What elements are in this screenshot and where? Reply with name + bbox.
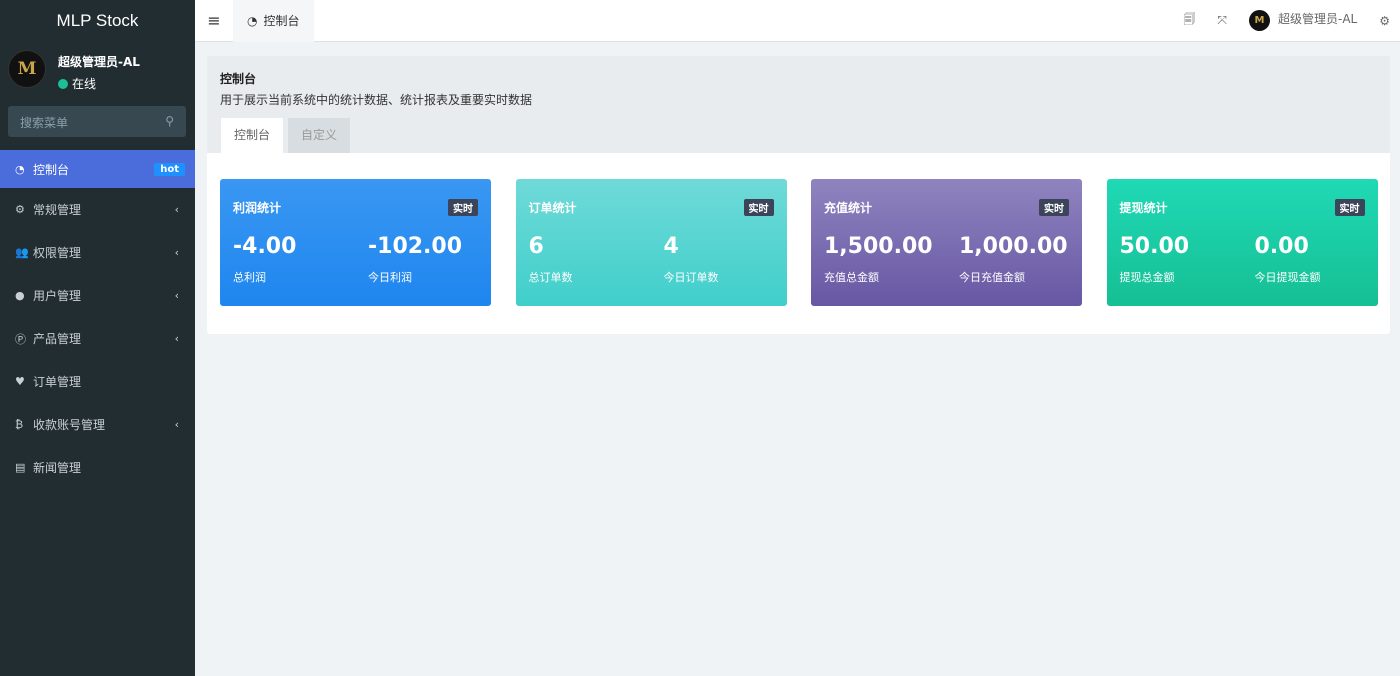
total-label: 总订单数 bbox=[528, 271, 573, 284]
total-value: 6 bbox=[528, 234, 544, 259]
menu-toggle-icon[interactable]: ≡ bbox=[207, 11, 221, 30]
search-icon[interactable]: ⚲ bbox=[165, 114, 174, 128]
bitcoin-icon: ₿ bbox=[15, 418, 24, 431]
realtime-badge: 实时 bbox=[448, 199, 478, 216]
today-value: 0.00 bbox=[1254, 234, 1309, 259]
brand-logo[interactable]: MLP Stock bbox=[56, 11, 139, 30]
sidebar-item-news[interactable]: ▤ 新闻管理 bbox=[0, 446, 195, 489]
chevron-left-icon: ‹ bbox=[174, 418, 179, 431]
total-label: 提现总金额 bbox=[1119, 271, 1175, 284]
sidebar-item-label: 新闻管理 bbox=[33, 461, 82, 475]
user-name: 超级管理员-AL bbox=[58, 55, 140, 69]
sidebar-item-orders[interactable]: ♥ 订单管理 bbox=[0, 360, 195, 403]
topbar: ≡ ◔ 控制台 🗐 ⤧ M 超级管理员-AL ⚙ bbox=[195, 0, 1400, 42]
sidebar-item-dashboard[interactable]: ◔ 控制台 hot bbox=[0, 150, 195, 188]
today-label: 今日充值金额 bbox=[959, 271, 1025, 284]
search-placeholder: 搜索菜单 bbox=[20, 116, 69, 130]
sidebar-item-general[interactable]: ⚙ 常规管理 ‹ bbox=[0, 188, 195, 231]
card-title: 提现统计 bbox=[1119, 201, 1168, 215]
tab-dashboard[interactable]: 控制台 bbox=[221, 118, 284, 153]
dashboard-panel: 控制台 用于展示当前系统中的统计数据、统计报表及重要实时数据 控制台 自定义 利… bbox=[207, 56, 1390, 334]
realtime-badge: 实时 bbox=[1334, 199, 1365, 216]
today-value: -102.00 bbox=[368, 234, 463, 259]
menu-search-input[interactable]: 搜索菜单 ⚲ bbox=[8, 106, 186, 137]
withdraw-stat-card: 提现统计 实时 50.00 提现总金额 0.00 今日提现金额 bbox=[1106, 179, 1378, 306]
card-title: 订单统计 bbox=[528, 201, 577, 215]
sidebar: MLP Stock M 超级管理员-AL 在线 搜索菜单 ⚲ ◔ 控制台 hot ⚙ 常… bbox=[0, 0, 195, 676]
realtime-badge: 实时 bbox=[743, 199, 774, 216]
hot-badge: hot bbox=[154, 162, 185, 176]
today-value: 4 bbox=[663, 234, 679, 259]
user-circle-icon: ● bbox=[15, 289, 25, 302]
sidebar-item-label: 用户管理 bbox=[33, 289, 82, 303]
sidebar-menu: ◔ 控制台 hot ⚙ 常规管理 ‹ 👥 权限管理 ‹ ● 用户管理 ‹ Ⓟ 产品管理 ‹ ♥ 订单管… bbox=[0, 150, 195, 489]
tab-custom[interactable]: 自定义 bbox=[288, 118, 351, 153]
total-label: 总利润 bbox=[233, 271, 266, 284]
cogs-icon: ⚙ bbox=[15, 203, 25, 216]
chevron-left-icon: ‹ bbox=[174, 246, 179, 259]
sidebar-item-permissions[interactable]: 👥 权限管理 ‹ bbox=[0, 231, 195, 274]
order-stat-card: 订单统计 实时 6 总订单数 4 今日订单数 bbox=[515, 179, 787, 306]
online-dot-icon bbox=[58, 78, 68, 89]
sidebar-item-users[interactable]: ● 用户管理 ‹ bbox=[0, 274, 195, 317]
recharge-stat-card: 充值统计 实时 1,500.00 充值总金额 1,000.00 今日充值金额 bbox=[811, 179, 1082, 306]
tab-dashboard[interactable]: ◔ 控制台 bbox=[233, 0, 314, 42]
sidebar-item-label: 控制台 bbox=[33, 162, 70, 177]
total-value: 50.00 bbox=[1119, 234, 1190, 259]
page-title: 控制台 bbox=[220, 72, 257, 86]
fullscreen-icon[interactable]: ⤧ bbox=[1217, 13, 1227, 27]
profit-stat-card: 利润统计 实时 -4.00 总利润 -102.00 今日利润 bbox=[220, 179, 491, 306]
today-label: 今日利润 bbox=[368, 271, 412, 284]
user-status: 在线 bbox=[58, 75, 140, 92]
clear-cache-icon[interactable]: 🗐 bbox=[1183, 12, 1196, 26]
sidebar-item-accounts[interactable]: ₿ 收款账号管理 ‹ bbox=[0, 403, 195, 446]
card-title: 充值统计 bbox=[824, 201, 873, 215]
newspaper-icon: ▤ bbox=[15, 461, 26, 474]
card-title: 利润统计 bbox=[233, 201, 282, 215]
settings-cogs-icon[interactable]: ⚙ bbox=[1379, 13, 1390, 28]
sidebar-item-label: 权限管理 bbox=[33, 246, 82, 260]
user-name: 超级管理员-AL bbox=[1278, 12, 1358, 26]
total-label: 充值总金额 bbox=[824, 271, 879, 284]
sidebar-item-products[interactable]: Ⓟ 产品管理 ‹ bbox=[0, 317, 195, 360]
product-p-icon: Ⓟ bbox=[15, 332, 26, 346]
page-description: 用于展示当前系统中的统计数据、统计报表及重要实时数据 bbox=[220, 93, 533, 107]
user-menu[interactable]: M 超级管理员-AL bbox=[1249, 10, 1357, 31]
user-panel: M 超级管理员-AL 在线 bbox=[8, 50, 140, 92]
tab-label: 控制台 bbox=[263, 14, 300, 28]
status-text: 在线 bbox=[72, 77, 97, 91]
sidebar-item-label: 收款账号管理 bbox=[33, 418, 106, 432]
chevron-left-icon: ‹ bbox=[174, 203, 179, 216]
today-label: 今日订单数 bbox=[663, 271, 719, 284]
sidebar-item-label: 订单管理 bbox=[33, 375, 82, 389]
total-value: -4.00 bbox=[233, 234, 297, 259]
avatar: M bbox=[8, 50, 46, 88]
sidebar-item-label: 产品管理 bbox=[33, 332, 82, 346]
chevron-left-icon: ‹ bbox=[174, 332, 179, 345]
heartbeat-icon: ♥ bbox=[15, 375, 25, 388]
avatar: M bbox=[1249, 10, 1270, 31]
today-label: 今日提现金额 bbox=[1254, 271, 1321, 284]
dashboard-icon: ◔ bbox=[247, 13, 258, 28]
users-icon: 👥 bbox=[15, 246, 29, 259]
sidebar-item-label: 常规管理 bbox=[33, 203, 82, 217]
total-value: 1,500.00 bbox=[824, 234, 933, 259]
today-value: 1,000.00 bbox=[959, 234, 1068, 259]
chevron-left-icon: ‹ bbox=[174, 289, 179, 302]
realtime-badge: 实时 bbox=[1039, 199, 1069, 216]
dashboard-icon: ◔ bbox=[15, 162, 25, 176]
